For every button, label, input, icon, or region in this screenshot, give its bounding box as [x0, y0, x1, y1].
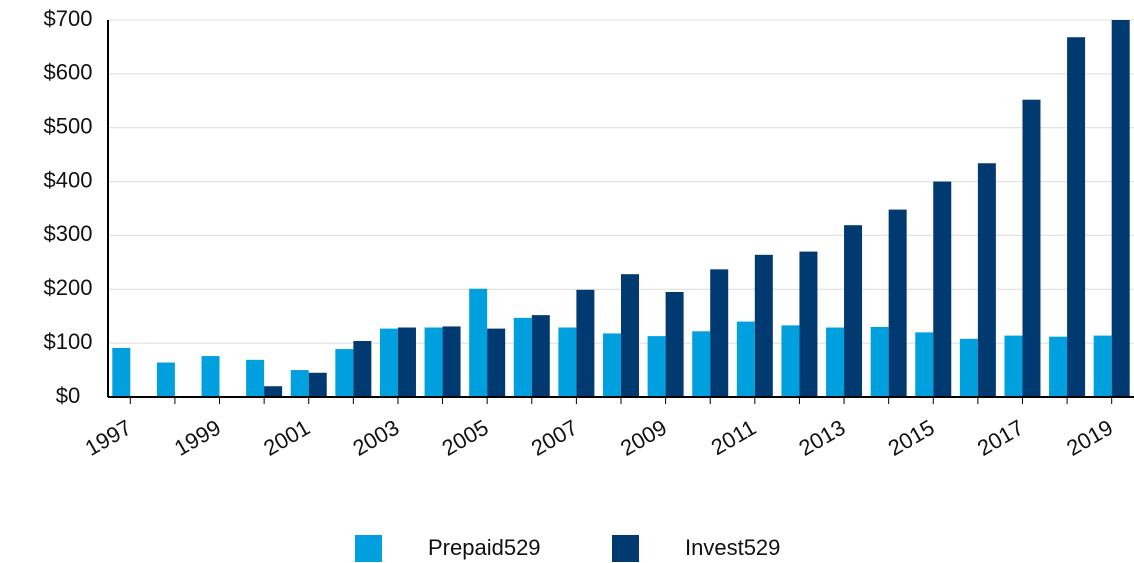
bar [201, 356, 220, 397]
y-tick-label: $600 [44, 60, 93, 85]
bar [246, 359, 265, 397]
y-tick-label: $300 [44, 221, 93, 246]
x-tick-label: 2019 [1062, 415, 1117, 461]
bar [290, 370, 309, 397]
bar [647, 336, 666, 397]
bar [353, 340, 372, 397]
bar [1022, 99, 1041, 398]
x-tick-label: 2017 [973, 415, 1028, 461]
bar [844, 225, 863, 397]
bar [513, 317, 532, 397]
y-tick-label: $200 [44, 275, 93, 300]
bar [915, 332, 934, 397]
x-tick-label: 2005 [438, 415, 493, 461]
legend-label: Prepaid529 [428, 535, 541, 560]
legend-swatch [612, 535, 639, 562]
bar [959, 338, 978, 397]
x-tick-label: 2007 [527, 415, 582, 461]
y-tick-label: $700 [44, 6, 93, 31]
bar [754, 254, 773, 397]
bar [424, 327, 443, 397]
bar [977, 163, 996, 397]
x-tick-label: 2015 [884, 415, 939, 461]
bar [888, 209, 907, 397]
bar [781, 325, 800, 397]
bar [692, 331, 711, 397]
bar [442, 326, 461, 397]
y-tick-label: $400 [44, 167, 93, 192]
bar [1111, 20, 1130, 397]
x-tick-label: 2001 [259, 415, 314, 461]
bar [1004, 335, 1023, 397]
bar [531, 315, 550, 397]
x-tick-label: 2003 [348, 415, 403, 461]
x-tick-label: 2009 [616, 415, 671, 461]
bar [469, 288, 488, 397]
y-tick-label: $500 [44, 114, 93, 139]
bar [1093, 335, 1112, 397]
bar [621, 274, 639, 397]
x-tick-label: 2011 [707, 415, 760, 460]
bar [112, 347, 131, 397]
bar [603, 333, 621, 397]
x-tick-label: 2013 [795, 415, 850, 461]
bar [576, 289, 595, 397]
bar [335, 349, 354, 397]
bar [558, 327, 577, 397]
bar [710, 269, 729, 397]
bar [487, 328, 506, 397]
y-tick-label: $100 [44, 329, 93, 354]
bar [397, 327, 416, 397]
bar [1049, 336, 1068, 397]
bar [933, 181, 952, 397]
legend-swatch [355, 535, 382, 562]
bar [1067, 37, 1086, 398]
x-tick-label: 1997 [81, 415, 136, 461]
bar [870, 326, 889, 397]
legend-label: Invest529 [685, 535, 780, 560]
bar [736, 321, 755, 397]
bar [665, 291, 684, 397]
bar [264, 386, 283, 397]
bar [156, 362, 175, 397]
bar [826, 327, 845, 397]
bar [308, 372, 327, 397]
bar [379, 328, 398, 397]
y-tick-label: $0 [56, 383, 80, 408]
x-tick-label: 1999 [170, 415, 225, 461]
bar [799, 251, 818, 397]
